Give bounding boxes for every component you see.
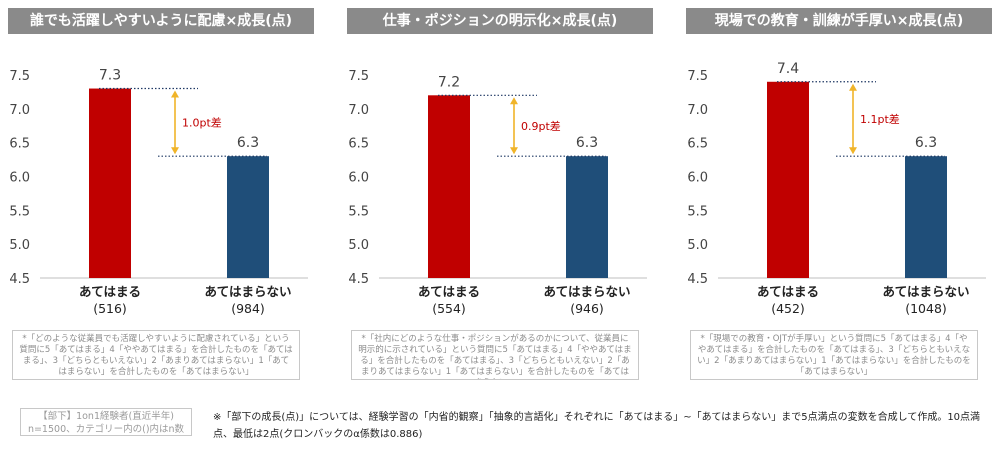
y-tick-label: 7.0 [687,103,708,118]
y-tick-label: 7.0 [348,103,369,118]
bar [227,156,269,278]
y-tick-label: 5.5 [687,204,708,219]
chart-title: 誰でも活躍しやすいように配慮×成長(点) [8,8,314,34]
chart-panel-1: 誰でも活躍しやすいように配慮×成長(点) 7.5 7.0 6.5 6.0 5.5 5.0 4… [8,8,314,398]
chart-panel-2: 仕事・ポジションの明示化×成長(点) 7.5 7.0 6.5 6.0 5.5 5.0 4.5… [347,8,653,398]
y-tick-label: 6.5 [687,137,708,152]
category-label: あてはまる [79,284,141,299]
sample-note-line1: 【部下】1on1経験者(直近半年) [38,411,174,422]
y-tick-label: 5.5 [9,204,30,219]
bar [566,156,608,278]
data-label: 7.2 [438,74,460,90]
difference-label: 0.9pt差 [521,119,561,133]
y-tick-label: 5.0 [9,238,30,253]
category-label: あてはまる [757,284,819,299]
y-tick-label: 7.5 [348,69,369,84]
y-tick-label: 5.5 [348,204,369,219]
y-tick-label: 6.0 [9,171,30,186]
count-label: (984) [231,301,265,316]
y-tick-label: 7.5 [687,69,708,84]
chart-title: 仕事・ポジションの明示化×成長(点) [347,8,653,34]
difference-label: 1.1pt差 [860,112,900,126]
bar [428,95,470,278]
bar-chart: 7.5 7.0 6.5 6.0 5.5 5.0 4.5 7.4 あてはまる (452) 6.3 あては… [687,61,986,316]
category-label: あてはまらない [882,284,969,299]
y-tick-label: 5.0 [687,238,708,253]
y-tick-label: 7.5 [9,69,30,84]
category-label: あてはまる [418,284,480,299]
category-label: あてはまらない [543,284,630,299]
y-tick-label: 5.0 [348,238,369,253]
y-tick-label: 7.0 [9,103,30,118]
bar [905,156,947,278]
y-tick-label: 6.0 [348,171,369,186]
y-tick-label: 6.0 [687,171,708,186]
count-label: (516) [93,301,127,316]
y-tick-label: 6.5 [9,137,30,152]
arrow-head-down [171,147,179,155]
count-label: (452) [771,301,805,316]
data-label: 6.3 [576,135,598,151]
data-label: 7.3 [99,68,121,84]
sample-note-line2: n=1500、カテゴリー内の()内はn数 [27,424,185,435]
data-label: 6.3 [237,135,259,151]
count-label: (554) [432,301,466,316]
bar [767,81,809,278]
bar-chart: 7.5 7.0 6.5 6.0 5.5 5.0 4.5 7.3 あてはまる (516) 6.3 あては… [9,68,308,316]
y-tick-label: 6.5 [348,137,369,152]
y-tick-label: 4.5 [9,272,30,287]
arrow-head-down [849,147,857,155]
y-tick-label: 4.5 [348,272,369,287]
data-label: 7.4 [777,61,799,77]
bar [89,88,131,279]
count-label: (1048) [905,301,947,316]
question-note: *「社内にどのような仕事・ポジションがあるのかについて、従業員に明示的に示されて… [351,330,639,380]
data-label: 6.3 [915,135,937,151]
difference-label: 1.0pt差 [182,115,222,129]
question-note: *「現場での教育・OJTが手厚い」という質問に5「あてはまる」4「ややあてはまる… [690,330,978,380]
footnote: ※「部下の成長(点)」については、経験学習の「内省的観察」「抽象的言語化」それぞ… [213,412,981,440]
chart-panel-3: 現場での教育・訓練が手厚い×成長(点) 7.5 7.0 6.5 6.0 5.5 5.0 4.… [686,8,992,398]
arrow-head-down [510,147,518,155]
sample-note-box: 【部下】1on1経験者(直近半年) n=1500、カテゴリー内の()内はn数 [20,408,192,436]
arrow-head-up [849,83,857,91]
category-label: あてはまらない [204,284,291,299]
chart-title: 現場での教育・訓練が手厚い×成長(点) [686,8,992,34]
count-label: (946) [570,301,604,316]
arrow-head-up [171,90,179,98]
y-tick-label: 4.5 [687,272,708,287]
arrow-head-up [510,97,518,105]
question-note: *「どのような従業員でも活躍しやすいように配慮されている」という質問に5「あては… [12,330,300,380]
bar-chart: 7.5 7.0 6.5 6.0 5.5 5.0 4.5 7.2 あてはまる (554) 6.3 あては… [348,69,647,316]
